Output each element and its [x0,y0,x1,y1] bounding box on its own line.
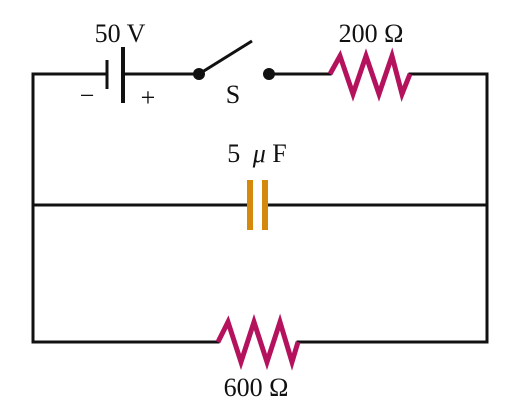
switch-label: S [226,80,240,109]
capacitor-label: 5 μ F [227,139,287,168]
resistor-200-zigzag [327,47,413,102]
switch: S [193,39,275,109]
resistor-600: 600 Ω [215,313,301,402]
resistor-600-label: 600 Ω [224,373,289,402]
resistor-600-zigzag [215,313,301,371]
battery-positive-sign: + [141,83,156,112]
wires [31,72,489,344]
capacitor: 5 μ F [227,139,287,230]
battery-voltage-label: 50 V [95,19,146,48]
capacitor-unit-prefix: μ [252,139,266,168]
switch-lever [198,39,253,76]
battery: 50 V − + [80,19,156,112]
capacitor-unit: F [272,139,286,168]
battery-negative-sign: − [80,81,95,110]
resistor-200: 200 Ω [327,19,413,102]
switch-right-contact [263,68,275,80]
resistor-200-label: 200 Ω [339,19,404,48]
capacitor-value: 5 [227,139,240,168]
